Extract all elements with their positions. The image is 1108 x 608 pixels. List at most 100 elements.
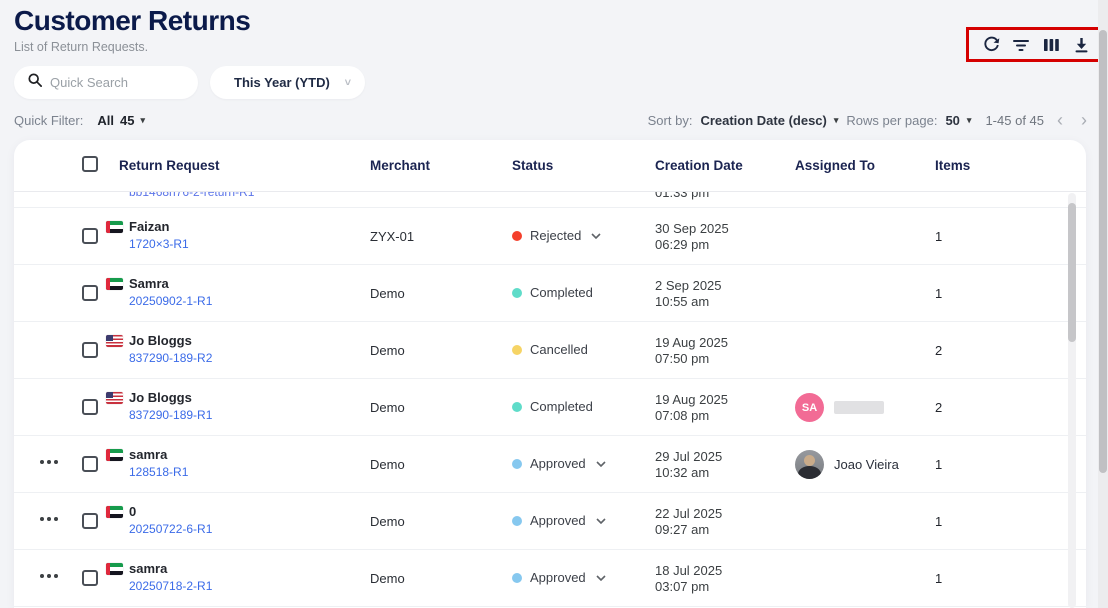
- status-badge: Rejected: [512, 228, 601, 243]
- status-chevron-icon[interactable]: [596, 574, 606, 581]
- row-checkbox[interactable]: [82, 570, 98, 586]
- filter-icon[interactable]: [1011, 35, 1031, 55]
- row-more-actions-icon[interactable]: [40, 460, 58, 464]
- page-subtitle: List of Return Requests.: [14, 40, 149, 54]
- quick-filter: Quick Filter: All 45 ▾: [14, 113, 145, 128]
- merchant: Demo: [370, 457, 405, 472]
- request-id-link[interactable]: 20250718-2-R1: [129, 579, 213, 593]
- status-dot: [512, 515, 522, 526]
- date-line: 2 Sep 2025: [655, 278, 722, 293]
- refresh-icon[interactable]: [981, 35, 1001, 55]
- customer-name: samra: [129, 561, 168, 576]
- customer-name: 0: [129, 504, 137, 519]
- page-scrollbar[interactable]: [1098, 0, 1108, 608]
- row-checkbox[interactable]: [82, 456, 98, 472]
- request-id-link[interactable]: 1720×3-R1: [129, 237, 189, 251]
- column-header-creation-date: Creation Date: [655, 158, 743, 173]
- date-range-select[interactable]: This Year (YTD) ˅: [210, 66, 365, 99]
- row-checkbox[interactable]: [82, 228, 98, 244]
- creation-date: 19 Aug 2025 07:50 pm: [655, 335, 728, 367]
- assignee-name-placeholder: [834, 401, 884, 414]
- date-line: 22 Jul 2025: [655, 506, 723, 521]
- table-scrollbar[interactable]: [1068, 193, 1076, 608]
- row-checkbox[interactable]: [82, 399, 98, 415]
- merchant: Demo: [370, 571, 405, 586]
- sort-by-dropdown[interactable]: Creation Date (desc) ▾: [700, 113, 838, 128]
- status-chevron-icon[interactable]: [596, 517, 606, 524]
- creation-time: 01:33 pm: [655, 192, 710, 200]
- request-id-link[interactable]: 837290-189-R2: [129, 351, 213, 365]
- date-line: 18 Jul 2025: [655, 563, 723, 578]
- status-badge: Cancelled: [512, 342, 588, 357]
- uae-flag-icon: [106, 220, 123, 233]
- rows-per-page-value: 50: [945, 112, 960, 128]
- date-line: 19 Aug 2025: [655, 392, 729, 407]
- customer-name: Jo Bloggs: [129, 390, 192, 405]
- previous-page-icon[interactable]: ‹: [1057, 110, 1063, 130]
- column-header-items: Items: [935, 158, 971, 173]
- customer-name: Jo Bloggs: [129, 333, 192, 348]
- assignee: SA: [795, 393, 884, 422]
- scrollbar-thumb[interactable]: [1099, 30, 1107, 473]
- merchant: Demo: [370, 286, 405, 301]
- status-label: Completed: [530, 399, 593, 414]
- row-more-actions-icon[interactable]: [40, 574, 58, 578]
- uae-flag-icon: [106, 277, 123, 290]
- row-more-actions-icon[interactable]: [40, 517, 58, 521]
- next-page-icon[interactable]: ›: [1081, 110, 1087, 130]
- customer-name: Samra: [129, 276, 169, 291]
- uae-flag-icon: [106, 562, 123, 575]
- status-label: Cancelled: [530, 342, 588, 357]
- usa-flag-icon: [106, 391, 123, 404]
- creation-date: 22 Jul 2025 09:27 am: [655, 506, 722, 538]
- request-id-link[interactable]: 20250722-6-R1: [129, 522, 213, 536]
- row-checkbox[interactable]: [82, 342, 98, 358]
- scrollbar-thumb[interactable]: [1068, 203, 1076, 342]
- quick-filter-value: All: [97, 112, 114, 128]
- caret-down-icon: ▾: [140, 114, 145, 125]
- request-id-link[interactable]: 20250902-1-R1: [129, 294, 213, 308]
- uae-flag-icon: [106, 505, 123, 518]
- status-chevron-icon[interactable]: [596, 460, 606, 467]
- status-badge: Completed: [512, 399, 593, 414]
- status-label: Approved: [530, 456, 586, 471]
- column-header-merchant: Merchant: [370, 158, 431, 173]
- creation-date: 30 Sep 2025 06:29 pm: [655, 221, 729, 253]
- status-chevron-icon[interactable]: [591, 232, 601, 239]
- download-icon[interactable]: [1071, 35, 1091, 55]
- time-line: 09:27 am: [655, 522, 710, 537]
- quick-search[interactable]: [14, 66, 198, 99]
- avatar: [795, 450, 824, 479]
- table-row: samra 20250718-2-R1 Demo Approved 18 Jul…: [14, 550, 1086, 607]
- status-label: Rejected: [530, 228, 582, 243]
- row-checkbox[interactable]: [82, 285, 98, 301]
- quick-filter-dropdown[interactable]: All 45 ▾: [97, 113, 145, 128]
- search-input[interactable]: [50, 75, 170, 90]
- items-count: 1: [935, 514, 943, 529]
- avatar: SA: [795, 393, 824, 422]
- table-actions-toolbar: [966, 27, 1106, 62]
- customer-name: samra: [129, 447, 168, 462]
- rows-per-page-dropdown[interactable]: 50 ▾: [945, 113, 971, 128]
- request-id-link[interactable]: 128518-R1: [129, 465, 189, 479]
- select-all-checkbox[interactable]: [82, 156, 98, 172]
- table-row: 0 20250722-6-R1 Demo Approved 22 Jul 202…: [14, 493, 1086, 550]
- row-checkbox[interactable]: [82, 513, 98, 529]
- request-id-link[interactable]: bb1468n76-2-return-R1: [129, 192, 255, 199]
- pagination-range: 1-45 of 45: [985, 112, 1044, 128]
- status-badge: Approved: [512, 570, 606, 585]
- list-controls-row: Quick Filter: All 45 ▾ Sort by: Creation…: [14, 109, 1092, 131]
- columns-icon[interactable]: [1041, 35, 1061, 55]
- creation-date: 29 Jul 2025 10:32 am: [655, 449, 722, 481]
- merchant: ZYX-01: [370, 229, 415, 244]
- status-label: Approved: [530, 570, 586, 585]
- date-line: 30 Sep 2025: [655, 221, 729, 236]
- status-dot: [512, 572, 522, 583]
- quick-filter-label: Quick Filter:: [14, 112, 84, 128]
- creation-date: 2 Sep 2025 10:55 am: [655, 278, 722, 310]
- sort-by-label: Sort by:: [647, 112, 693, 128]
- table-row: Jo Bloggs 837290-189-R2 Demo Cancelled 1…: [14, 322, 1086, 379]
- request-id-link[interactable]: 837290-189-R1: [129, 408, 213, 422]
- table-row: Samra 20250902-1-R1 Demo Completed 2 Sep…: [14, 265, 1086, 322]
- items-count: 1: [935, 571, 943, 586]
